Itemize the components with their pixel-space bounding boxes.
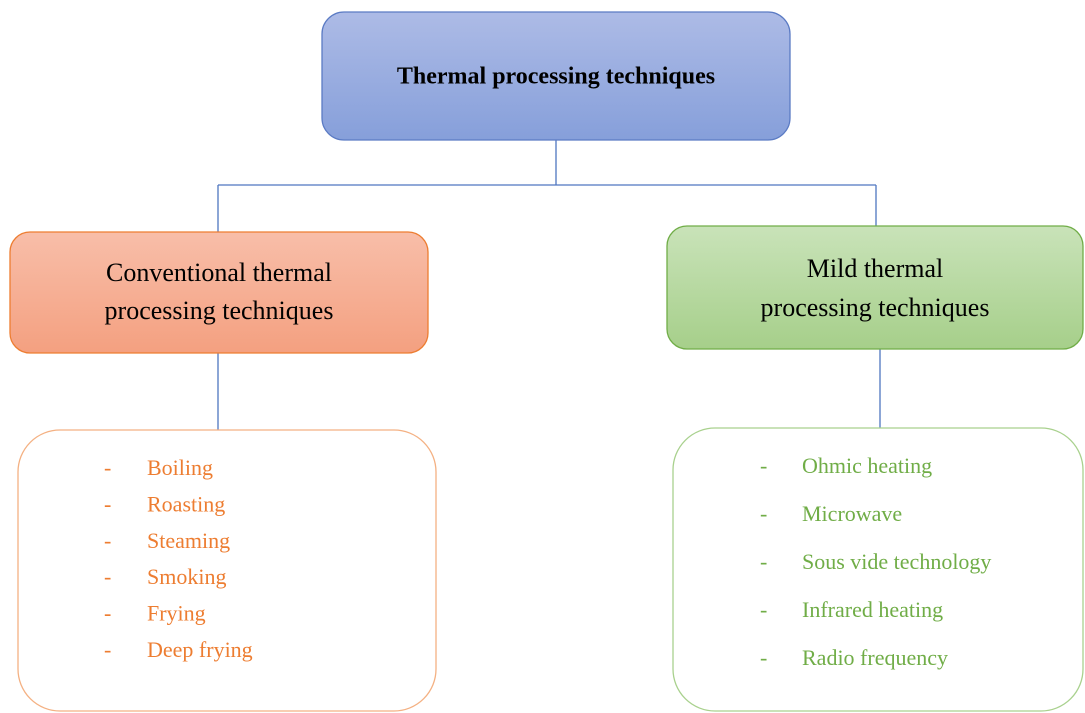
branch-box [9,231,429,354]
list-box [672,427,1084,712]
list-item: Deep frying [147,637,253,662]
list-item: Microwave [802,501,902,526]
bullet: - [760,597,767,622]
bullet: - [760,501,767,526]
list-item: Steaming [147,528,230,553]
bullet: - [104,637,111,662]
connectors [217,140,881,430]
list-item: Frying [147,601,206,626]
bullet: - [760,645,767,670]
branch-box [666,225,1084,350]
branch-label: processing techniques [105,296,334,325]
list-item: Boiling [147,455,213,480]
bullet: - [104,528,111,553]
bullet: - [104,455,111,480]
list-box [17,429,437,712]
list-item: Infrared heating [802,597,943,622]
root-box [321,11,791,141]
bullet: - [104,564,111,589]
bullet: - [760,453,767,478]
list-item: Roasting [147,491,225,516]
branch-label: Mild thermal [807,254,943,283]
list-item: Ohmic heating [802,453,932,478]
bullet: - [104,601,111,626]
branch-label: Conventional thermal [106,258,332,287]
root-label: Thermal processing techniques [397,64,715,90]
bullet: - [760,549,767,574]
list-item: Smoking [147,564,226,589]
list-item: Sous vide technology [802,549,991,574]
list-item: Radio frequency [802,645,948,670]
branch-label: processing techniques [761,293,990,322]
bullet: - [104,491,111,516]
